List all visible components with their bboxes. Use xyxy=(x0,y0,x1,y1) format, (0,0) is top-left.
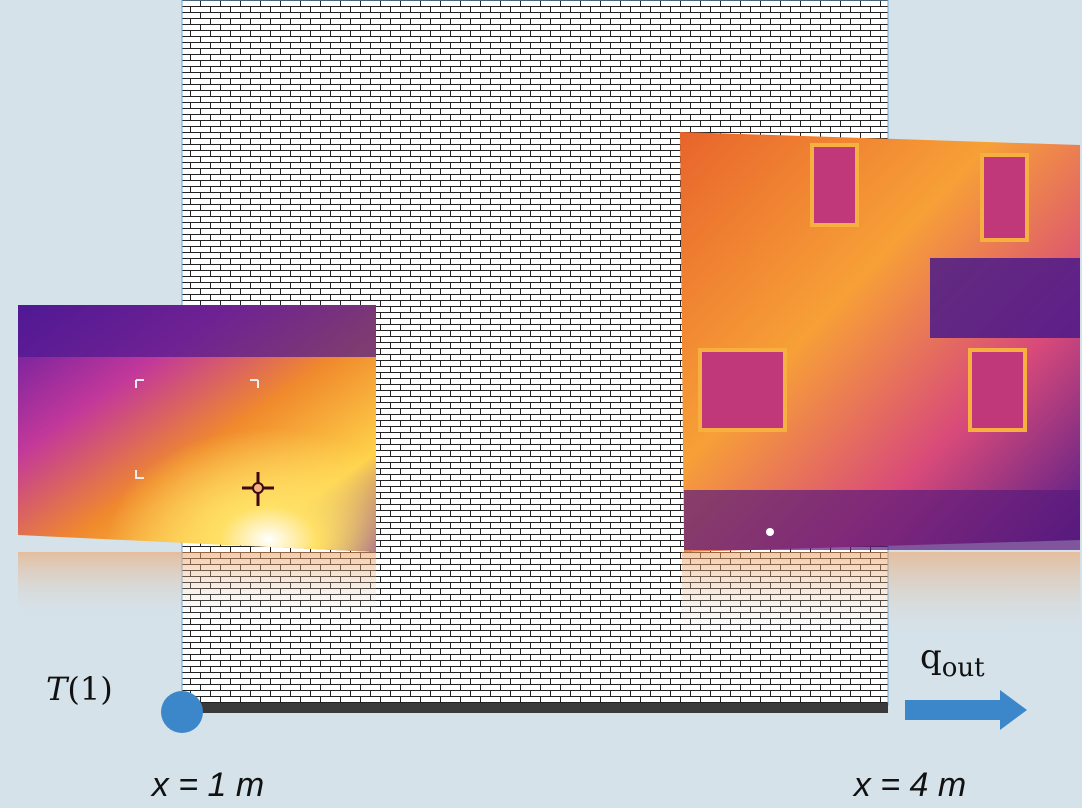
thermal-image-left xyxy=(18,305,376,622)
temperature-label: T(1) xyxy=(46,670,113,708)
thermal-image-right xyxy=(680,132,1080,642)
node-point xyxy=(161,691,203,733)
flux-label: qout xyxy=(920,637,985,683)
temperature-argument: (1) xyxy=(67,670,112,708)
x-start-label: x = 1 m xyxy=(150,766,264,804)
flux-symbol: q xyxy=(920,637,942,677)
wall-base xyxy=(190,703,888,713)
x-end-label: x = 4 m xyxy=(852,766,966,804)
diagram: T(1) qout x = 1 m x = 4 m xyxy=(0,0,1082,808)
flux-subscript: out xyxy=(942,653,985,683)
flux-arrow xyxy=(905,690,1027,730)
